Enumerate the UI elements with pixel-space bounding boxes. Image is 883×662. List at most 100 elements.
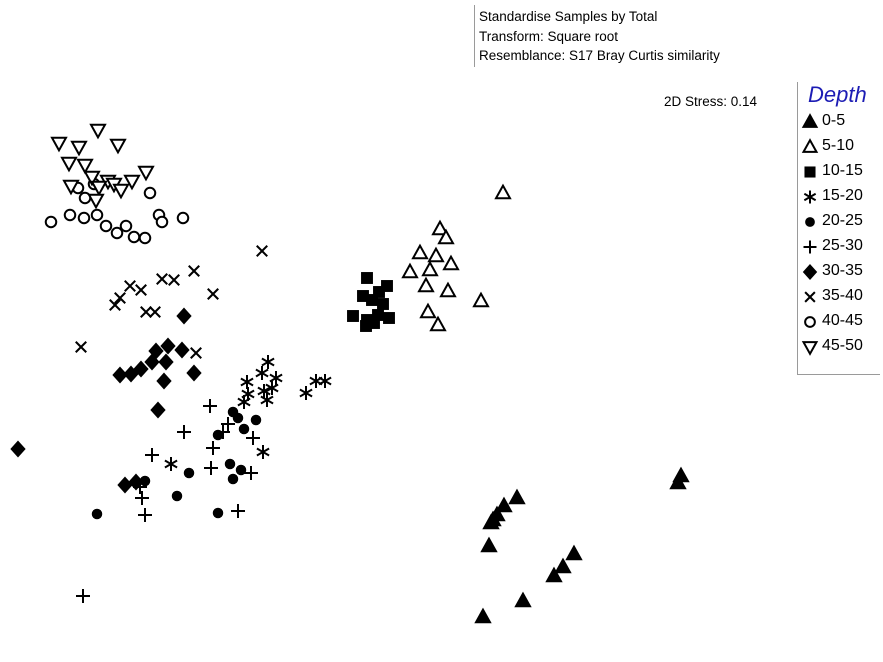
legend-marker-45-50 xyxy=(801,341,819,356)
point-15-20-7 xyxy=(260,393,274,407)
point-0-5-11 xyxy=(545,566,563,583)
point-20-25-9 xyxy=(227,473,239,485)
point-40-45-14 xyxy=(138,231,152,245)
point-25-30-5 xyxy=(246,431,260,445)
legend-label-45-50: 45-50 xyxy=(822,337,863,354)
point-20-25-10 xyxy=(139,475,151,487)
point-35-40-9 xyxy=(109,299,121,311)
point-15-20-14 xyxy=(164,457,178,471)
point-5-10-6 xyxy=(421,260,439,277)
legend-marker-35-40 xyxy=(804,291,816,303)
point-40-45-5 xyxy=(44,215,58,229)
point-10-15-4 xyxy=(357,290,369,302)
point-5-10-11 xyxy=(472,291,490,308)
point-40-45-15 xyxy=(77,211,91,225)
point-40-45-6 xyxy=(90,208,104,222)
point-35-40-2 xyxy=(188,265,200,277)
point-45-50-2 xyxy=(50,136,68,153)
point-10-15-3 xyxy=(373,286,385,298)
point-5-10-10 xyxy=(439,281,457,298)
point-35-40-7 xyxy=(114,292,126,304)
point-30-35-13 xyxy=(10,440,26,458)
point-30-35-7 xyxy=(133,360,149,378)
point-15-20-10 xyxy=(318,374,332,388)
point-5-10-2 xyxy=(431,219,449,236)
point-5-10-8 xyxy=(442,254,460,271)
point-15-20-8 xyxy=(299,386,313,400)
point-45-50-11 xyxy=(62,179,80,196)
legend-marker-20-25 xyxy=(805,217,815,227)
point-30-35-9 xyxy=(123,365,139,383)
point-25-30-14 xyxy=(76,589,90,603)
point-10-15-1 xyxy=(361,272,373,284)
point-15-20-9 xyxy=(309,374,323,388)
point-40-45-10 xyxy=(155,215,169,229)
point-30-35-1 xyxy=(176,307,192,325)
point-45-50-10 xyxy=(123,174,141,191)
info-transform: Transform: Square root xyxy=(479,28,619,44)
point-40-45-16 xyxy=(143,186,157,200)
point-30-35-4 xyxy=(174,341,190,359)
point-20-25-11 xyxy=(171,490,183,502)
point-15-20-4 xyxy=(269,371,283,385)
point-10-15-9 xyxy=(372,309,384,321)
point-45-50-9 xyxy=(137,165,155,182)
legend-label-5-10: 5-10 xyxy=(822,137,855,154)
point-35-40-5 xyxy=(124,280,136,292)
point-25-30-12 xyxy=(138,508,152,522)
point-0-5-7 xyxy=(482,513,500,530)
point-40-45-13 xyxy=(127,230,141,244)
point-35-40-1 xyxy=(256,245,268,257)
legend-marker-0-5 xyxy=(801,113,819,128)
point-45-50-1 xyxy=(89,123,107,140)
point-30-35-12 xyxy=(150,401,166,419)
info-resemblance: Resemblance: S17 Bray Curtis similarity xyxy=(479,48,720,63)
point-25-30-4 xyxy=(177,425,191,439)
point-35-40-8 xyxy=(207,288,219,300)
point-15-20-13 xyxy=(256,445,270,459)
legend-symbols xyxy=(801,113,819,356)
point-35-40-12 xyxy=(190,347,202,359)
legend-marker-10-15 xyxy=(804,166,816,178)
point-10-15-5 xyxy=(366,294,378,306)
legend-label-40-45: 40-45 xyxy=(822,312,863,329)
legend-label-15-20: 15-20 xyxy=(822,187,863,204)
point-45-50-3 xyxy=(70,140,88,157)
point-20-25-2 xyxy=(232,412,244,424)
point-0-5-8 xyxy=(480,536,498,553)
point-25-30-2 xyxy=(221,417,235,431)
point-0-5-4 xyxy=(495,496,513,513)
point-30-35-2 xyxy=(160,337,176,355)
point-40-45-11 xyxy=(176,211,190,225)
point-30-35-6 xyxy=(158,353,174,371)
point-45-50-15 xyxy=(87,193,105,210)
point-30-35-8 xyxy=(112,366,128,384)
legend-label-20-25: 20-25 xyxy=(822,212,863,229)
point-30-35-10 xyxy=(156,372,172,390)
point-40-45-12 xyxy=(110,226,124,240)
point-5-10-13 xyxy=(429,315,447,332)
point-25-30-13 xyxy=(231,504,245,518)
point-15-20-2 xyxy=(255,366,269,380)
legend-marker-5-10 xyxy=(801,138,819,153)
legend-title: Depth xyxy=(808,82,867,107)
point-45-50-6 xyxy=(76,158,94,175)
point-15-20-1 xyxy=(261,355,275,369)
point-0-5-10 xyxy=(554,557,572,574)
point-35-40-11 xyxy=(149,306,161,318)
point-5-10-3 xyxy=(437,228,455,245)
point-0-5-2 xyxy=(669,473,687,490)
legend-marker-15-20 xyxy=(803,190,817,204)
point-20-25-12 xyxy=(91,508,103,520)
point-15-20-12 xyxy=(237,395,251,409)
point-30-35-15 xyxy=(128,473,144,491)
point-5-10-9 xyxy=(417,276,435,293)
point-25-30-1 xyxy=(203,399,217,413)
info-standardise: Standardise Samples by Total xyxy=(479,9,658,24)
point-35-40-10 xyxy=(140,306,152,318)
point-45-50-4 xyxy=(109,138,127,155)
point-0-5-13 xyxy=(474,607,492,624)
point-5-10-5 xyxy=(427,246,445,263)
point-5-10-12 xyxy=(419,302,437,319)
point-40-45-9 xyxy=(119,219,133,233)
